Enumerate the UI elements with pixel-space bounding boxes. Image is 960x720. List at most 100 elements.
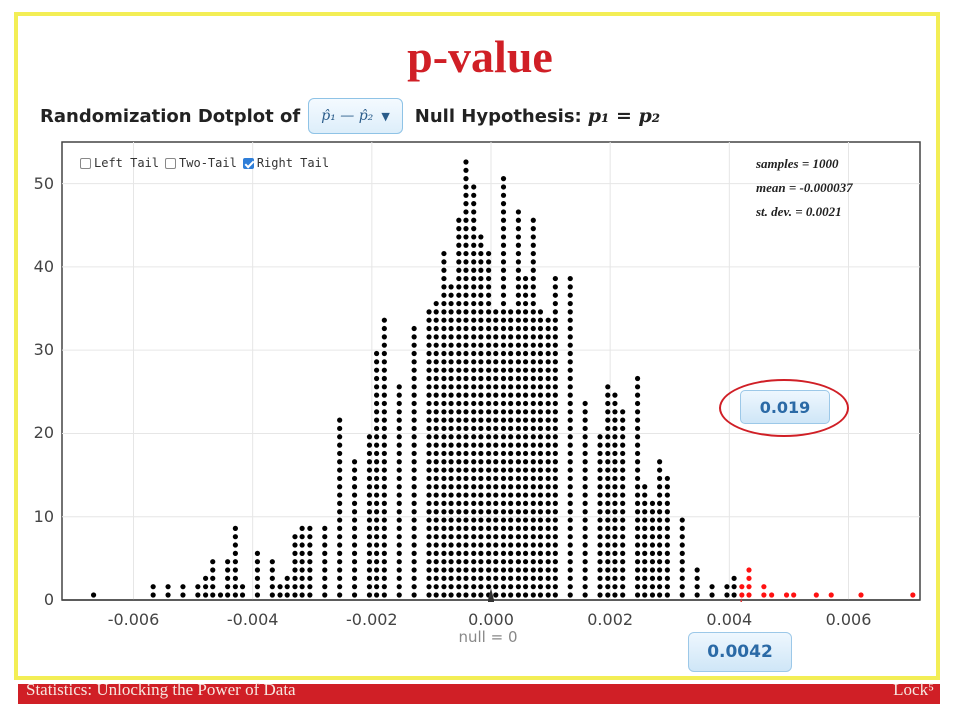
data-point <box>478 567 484 573</box>
data-point <box>634 567 641 573</box>
data-point <box>463 409 469 415</box>
data-point <box>493 375 499 382</box>
tail-option-right[interactable]: Right Tail <box>242 156 329 170</box>
data-point <box>441 300 447 307</box>
data-point <box>664 492 670 498</box>
data-point <box>500 267 507 273</box>
data-point <box>530 242 536 248</box>
data-point <box>522 400 529 407</box>
data-point <box>463 250 469 257</box>
data-point <box>448 425 454 432</box>
data-point <box>664 509 670 515</box>
data-point <box>456 459 462 465</box>
data-point <box>292 567 298 573</box>
data-point <box>508 450 514 457</box>
data-point <box>463 392 469 398</box>
stat-samples: samples = 1000 <box>756 156 839 171</box>
data-point <box>478 284 484 290</box>
data-point <box>530 325 536 332</box>
data-point <box>478 525 484 531</box>
data-point <box>500 242 507 248</box>
y-tick-label: 40 <box>33 256 54 276</box>
data-point <box>508 517 514 523</box>
data-point <box>567 325 573 332</box>
data-point <box>552 309 558 315</box>
data-point <box>500 592 507 598</box>
data-point <box>90 592 97 598</box>
data-point <box>441 434 447 440</box>
data-point <box>493 442 499 448</box>
data-point <box>426 350 432 357</box>
data-point <box>351 575 358 581</box>
data-point <box>456 417 462 423</box>
data-point <box>522 550 529 556</box>
data-point <box>694 575 700 581</box>
data-point <box>351 550 358 556</box>
data-point <box>471 542 477 548</box>
statistic-dropdown[interactable]: p̂₁ — p̂₂ ▼ <box>308 98 403 134</box>
data-point <box>307 542 313 548</box>
data-point <box>381 550 387 556</box>
data-point <box>537 367 544 373</box>
data-point <box>456 400 462 407</box>
data-point <box>411 342 417 348</box>
data-point <box>620 550 626 556</box>
data-point <box>463 342 469 348</box>
data-point <box>530 392 536 398</box>
data-point <box>657 459 663 465</box>
data-point <box>679 575 685 581</box>
y-tick-label: 30 <box>33 340 54 360</box>
data-point <box>500 492 507 498</box>
data-point <box>642 500 648 506</box>
data-point <box>530 300 536 307</box>
data-point <box>396 542 402 548</box>
two-tail-checkbox[interactable] <box>165 157 177 169</box>
data-point <box>478 367 484 373</box>
data-point <box>664 542 670 548</box>
data-point <box>292 575 298 581</box>
data-point <box>530 534 536 540</box>
data-point <box>493 567 499 573</box>
data-point <box>545 375 551 382</box>
data-point <box>552 275 558 282</box>
data-point <box>210 575 216 581</box>
data-point <box>299 525 305 531</box>
data-point <box>463 575 469 581</box>
data-point <box>664 567 670 573</box>
data-point <box>448 334 454 340</box>
data-point <box>478 484 484 490</box>
data-point <box>605 534 611 540</box>
data-point <box>552 559 558 565</box>
threshold-input-box[interactable]: 0.0042 <box>688 632 792 672</box>
data-point <box>582 584 588 590</box>
data-point <box>448 509 454 515</box>
data-point <box>471 417 477 423</box>
data-point <box>322 567 328 573</box>
data-point <box>582 500 588 506</box>
data-point <box>299 592 305 598</box>
data-point <box>649 584 656 590</box>
data-point <box>351 559 358 565</box>
data-point <box>537 592 544 598</box>
data-point <box>150 592 156 598</box>
data-point <box>471 184 477 190</box>
tail-option-left[interactable]: Left Tail <box>80 156 159 170</box>
data-point <box>522 517 529 523</box>
data-point <box>567 575 573 581</box>
data-point <box>411 475 417 482</box>
data-point <box>396 425 402 432</box>
data-point <box>500 275 507 282</box>
data-point <box>478 309 484 315</box>
data-point <box>426 509 432 515</box>
data-point <box>381 484 387 490</box>
data-point <box>478 459 484 465</box>
tail-option-two[interactable]: Two-Tail <box>165 156 237 170</box>
left-tail-checkbox[interactable] <box>80 157 91 169</box>
data-point <box>508 492 514 498</box>
data-point <box>567 450 573 457</box>
right-tail-checkbox[interactable] <box>242 157 254 169</box>
data-point <box>530 584 536 590</box>
data-point <box>478 325 484 332</box>
data-point <box>605 417 611 423</box>
data-point <box>448 550 454 556</box>
